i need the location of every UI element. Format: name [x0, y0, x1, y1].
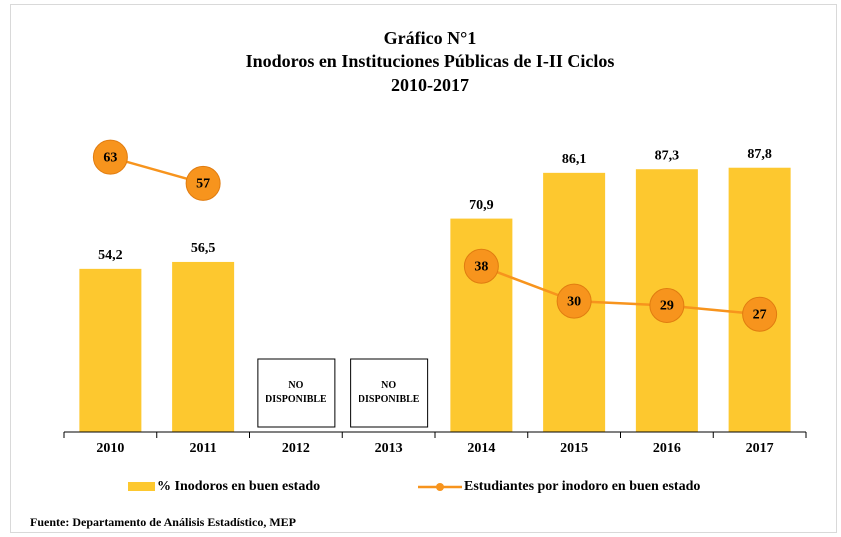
bar-value-label: 70,9 — [469, 198, 494, 213]
x-tick-label: 2015 — [560, 441, 588, 456]
legend-label: % Inodoros en buen estado — [157, 479, 320, 494]
bar — [172, 261, 235, 432]
x-tick-label: 2011 — [190, 441, 217, 456]
line-marker — [742, 296, 778, 332]
legend-marker — [436, 483, 444, 491]
bar-value-label: 86,1 — [562, 152, 587, 167]
x-tick-label: 2012 — [282, 441, 310, 456]
x-tick-label: 2010 — [96, 441, 124, 456]
chart-border — [10, 4, 837, 533]
line-value-label: 30 — [567, 294, 581, 309]
x-tick-label: 2014 — [467, 441, 495, 456]
line-value-label: 27 — [753, 307, 767, 322]
na-text: NO DISPONIBLE — [265, 380, 326, 405]
line-marker — [185, 165, 221, 201]
na-box — [350, 358, 429, 428]
line-value-label: 57 — [196, 177, 210, 192]
na-annotation: NO DISPONIBLE — [265, 380, 326, 405]
bar — [79, 268, 142, 432]
legend-swatch — [128, 482, 155, 491]
bar-value-label: 56,5 — [191, 241, 216, 256]
line-marker — [556, 283, 592, 319]
legend-label: Estudiantes por inodoro en buen estado — [464, 479, 700, 494]
bar-value-label: 87,8 — [747, 147, 772, 162]
line-marker — [649, 287, 685, 323]
x-tick-label: 2016 — [653, 441, 681, 456]
bar-value-label: 54,2 — [98, 248, 123, 263]
source-note: Fuente: Departamento de Análisis Estadís… — [30, 515, 296, 529]
x-tick-label: 2017 — [746, 441, 774, 456]
chart-title: Inodoros en Instituciones Públicas de I-… — [246, 51, 615, 71]
line — [480, 265, 760, 316]
line-value-label: 29 — [660, 299, 674, 314]
na-text: NO DISPONIBLE — [358, 380, 419, 405]
na-box — [257, 358, 336, 428]
bar-value-label: 87,3 — [655, 148, 680, 163]
chart-title: 2010-2017 — [391, 75, 469, 95]
line-value-label: 38 — [474, 259, 488, 274]
x-tick-label: 2013 — [375, 441, 403, 456]
na-annotation: NO DISPONIBLE — [358, 380, 419, 405]
chart-title: Gráfico N°1 — [384, 28, 477, 48]
line-value-label: 63 — [103, 150, 117, 165]
line-marker — [92, 139, 128, 175]
line-marker — [463, 248, 499, 284]
